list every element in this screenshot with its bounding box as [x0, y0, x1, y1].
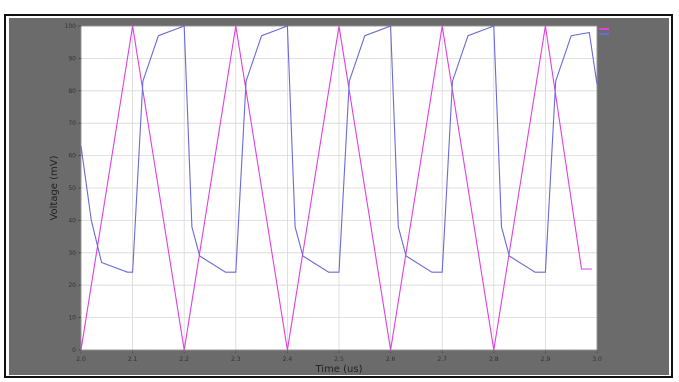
y-tick-label: 90 [68, 55, 76, 62]
y-tick-label: 10 [68, 315, 76, 322]
x-tick-label: 2.8 [489, 356, 499, 363]
x-tick-label: 2.4 [283, 356, 293, 363]
x-tick-label: 2.6 [386, 356, 396, 363]
y-tick-label: 30 [68, 250, 76, 257]
x-axis-title: Time (us) [314, 364, 362, 375]
chart-panel: 0 10 20 30 40 50 60 70 80 90 100 2.0 2.1 2.2 2.3 2.4 2.… [9, 18, 669, 375]
y-tick-label: 70 [68, 120, 76, 127]
y-tick-label: 100 [65, 23, 77, 30]
x-tick-label: 2.2 [179, 356, 189, 363]
y-tick-label: 50 [68, 185, 76, 192]
x-tick-label: 2.9 [541, 356, 551, 363]
x-axis: 2.0 2.1 2.2 2.3 2.4 2.5 2.6 2.7 2.8 2.9 3.0 [76, 350, 602, 363]
series-layer [80, 25, 598, 351]
x-tick-label: 2.1 [128, 356, 138, 363]
y-tick-label: 20 [68, 282, 76, 289]
series-line-2 [80, 25, 598, 273]
x-tick-label: 2.7 [437, 356, 447, 363]
legend [599, 28, 609, 35]
x-tick-label: 2.3 [231, 356, 241, 363]
y-tick-label: 60 [68, 153, 76, 160]
y-tick-label: 0 [72, 347, 76, 354]
series-line-1 [80, 25, 592, 351]
x-tick-label: 2.0 [76, 356, 86, 363]
x-tick-label: 3.0 [592, 356, 602, 363]
cropped-caption-text [20, 0, 679, 9]
y-axis: 0 10 20 30 40 50 60 70 80 90 100 [65, 23, 81, 354]
y-axis-title: Voltage (mV) [49, 155, 60, 220]
x-tick-label: 2.5 [334, 356, 344, 363]
y-tick-label: 80 [68, 88, 76, 95]
y-tick-label: 40 [68, 217, 76, 224]
